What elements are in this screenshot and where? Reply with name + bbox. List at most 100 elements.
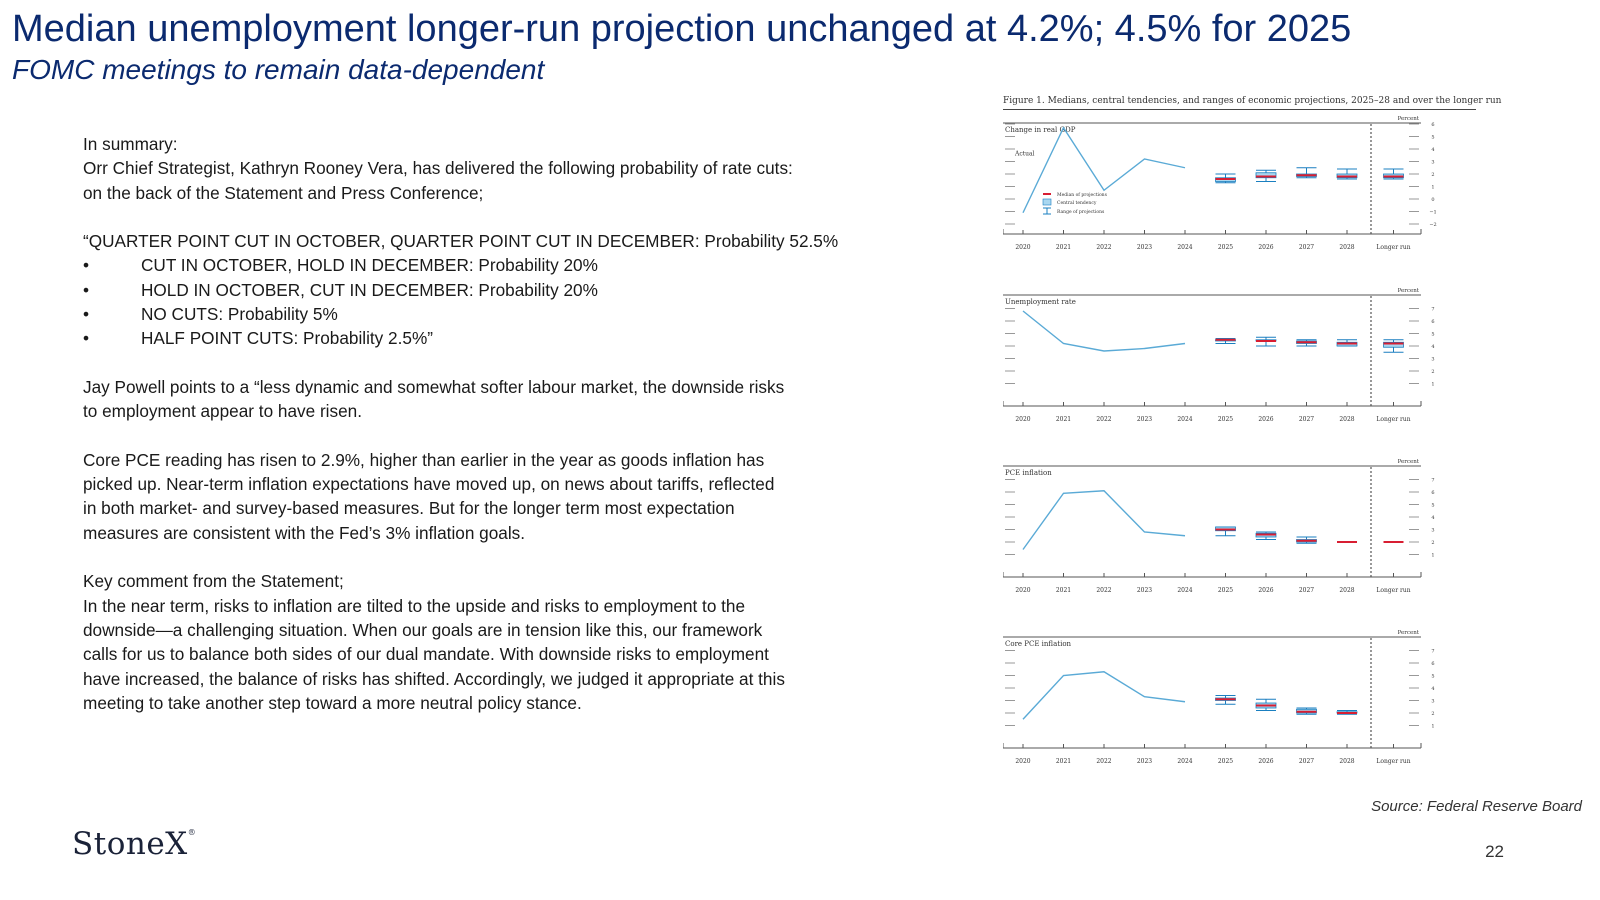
legend-label: Median of projections <box>1057 192 1108 198</box>
legend-label: Range of projections <box>1057 209 1105 215</box>
x-tick-label: 2023 <box>1137 416 1152 423</box>
actual-series-line <box>1022 310 1186 352</box>
y-tick-label: 5 <box>1431 332 1434 338</box>
y-tick-label: 7 <box>1431 478 1434 484</box>
x-tick-label: 2026 <box>1258 244 1273 251</box>
projection-2027 <box>1296 167 1317 179</box>
y-tick-label: 7 <box>1431 649 1434 655</box>
x-tick-label: 2024 <box>1177 758 1192 765</box>
y-tick-label: 1 <box>1431 724 1434 730</box>
logo-text: StoneX <box>72 826 188 862</box>
bullet-text: NO CUTS: Probability 5% <box>141 304 338 325</box>
x-tick-label: 2025 <box>1218 587 1233 594</box>
projection-2027 <box>1296 536 1317 544</box>
statement-line: downside—a challenging situation. When o… <box>83 619 763 640</box>
statement-line: In the near term, risks to inflation are… <box>83 595 746 616</box>
projection-Longer run <box>1383 168 1404 180</box>
chart-panel-2: PCE inflation Percent 1 2 3 4 5 6 7 2020 2021 2022 2… <box>1003 459 1435 594</box>
chart-panel-3: Core PCE inflation Percent 1 2 3 4 5 6 7 2020 2021… <box>1003 630 1435 765</box>
projection-2025 <box>1215 338 1236 344</box>
x-tick-label: 2023 <box>1137 587 1152 594</box>
y-tick-label: 4 <box>1431 686 1434 692</box>
x-tick-label: 2026 <box>1258 758 1273 765</box>
x-tick-label: 2020 <box>1015 416 1030 423</box>
bullet-item: • NO CUTS: Probability 5% <box>83 302 883 326</box>
x-tick-label: 2020 <box>1015 244 1030 251</box>
summary-line: on the back of the Statement and Press C… <box>83 182 484 203</box>
source-note: Source: Federal Reserve Board <box>1371 798 1582 815</box>
projection-2025 <box>1215 526 1236 537</box>
y-tick-label: 4 <box>1431 344 1434 350</box>
bullet-symbol: • <box>83 255 90 276</box>
x-tick-label: 2021 <box>1056 587 1071 594</box>
x-tick-label: 2021 <box>1056 416 1071 423</box>
actual-series-line <box>1022 671 1186 720</box>
y-tick-label: 7 <box>1431 307 1434 313</box>
page-number: 22 <box>1485 842 1504 861</box>
x-tick-label: 2027 <box>1299 244 1314 251</box>
actual-series-line <box>1022 126 1186 214</box>
x-tick-label: 2020 <box>1015 758 1030 765</box>
central-tendency-box <box>1255 172 1277 179</box>
y-tick-label: 2 <box>1431 172 1434 178</box>
statement-line: calls for us to balance both sides of ou… <box>83 644 769 665</box>
central-tendency-box <box>1383 341 1404 348</box>
y-tick-label: 6 <box>1431 319 1434 325</box>
chart-panel-0: Change in real GDP Percent −2 −1 0 1 2 3 4 5 6 2020… <box>1003 116 1437 251</box>
summary-text-block: In summary: Orr Chief Strategist, Kathry… <box>83 132 883 715</box>
statement-heading: Key comment from the Statement; <box>83 571 344 592</box>
y-tick-label: 0 <box>1431 197 1434 203</box>
x-tick-label: 2025 <box>1218 758 1233 765</box>
panel-title: Change in real GDP <box>1005 126 1076 134</box>
projection-2026 <box>1255 336 1277 347</box>
summary-line: Orr Chief Strategist, Kathryn Rooney Ver… <box>83 158 793 179</box>
x-tick-label: 2026 <box>1258 416 1273 423</box>
x-tick-label: 2022 <box>1096 244 1111 251</box>
pce-line: in both market- and survey-based measure… <box>83 498 735 519</box>
y-tick-label: 3 <box>1431 160 1434 166</box>
x-tick-label: 2022 <box>1096 758 1111 765</box>
y-tick-label: 2 <box>1431 540 1434 546</box>
y-tick-label: 5 <box>1431 674 1434 680</box>
unit-label: Percent <box>1398 459 1420 465</box>
projection-2025 <box>1215 173 1236 184</box>
x-tick-label: 2024 <box>1177 416 1192 423</box>
projection-2027 <box>1296 339 1317 347</box>
bullet-text: HOLD IN OCTOBER, CUT IN DECEMBER: Probab… <box>141 279 598 300</box>
y-tick-label: 6 <box>1431 490 1434 496</box>
y-tick-label: 1 <box>1431 382 1434 388</box>
slide-subtitle: FOMC meetings to remain data-dependent <box>12 54 545 85</box>
pce-line: picked up. Near-term inflation expectati… <box>83 474 775 495</box>
x-tick-label: 2026 <box>1258 587 1273 594</box>
y-tick-label: 6 <box>1431 122 1434 128</box>
x-tick-label: 2028 <box>1339 416 1354 423</box>
y-tick-label: 5 <box>1431 135 1434 141</box>
projection-2025 <box>1215 695 1236 705</box>
registered-mark: ® <box>187 828 197 837</box>
x-tick-label: 2025 <box>1218 244 1233 251</box>
powell-line: to employment appear to have risen. <box>83 401 362 422</box>
pce-line: measures are consistent with the Fed’s 3… <box>83 522 526 543</box>
bullet-symbol: • <box>83 328 90 349</box>
bullet-item: • HOLD IN OCTOBER, CUT IN DECEMBER: Proba… <box>83 278 883 302</box>
unit-label: Percent <box>1398 116 1420 122</box>
panel-title: Unemployment rate <box>1005 298 1076 306</box>
y-tick-label: 3 <box>1431 528 1434 534</box>
sep-charts-figure: Change in real GDP Percent −2 −1 0 1 2 3 4 5 6 2020… <box>1003 116 1437 765</box>
y-tick-label: 1 <box>1431 553 1434 559</box>
y-tick-label: −2 <box>1429 222 1436 228</box>
y-tick-label: 5 <box>1431 503 1434 509</box>
x-tick-label: 2020 <box>1015 587 1030 594</box>
projection-2026 <box>1255 169 1277 182</box>
bullet-item: • CUT IN OCTOBER, HOLD IN DECEMBER: Proba… <box>83 253 883 277</box>
x-tick-label: 2027 <box>1299 758 1314 765</box>
projection-2028 <box>1336 339 1358 347</box>
x-tick-label: Longer run <box>1376 416 1410 423</box>
projection-2027 <box>1296 707 1317 715</box>
legend-label: Central tendency <box>1057 200 1097 206</box>
bullet-symbol: • <box>83 279 90 300</box>
bullet-text: HALF POINT CUTS: Probability 2.5%” <box>141 328 433 349</box>
chart-panel-1: Unemployment rate Percent 1 2 3 4 5 6 7 2020 2021 2… <box>1003 288 1435 423</box>
x-tick-label: 2028 <box>1339 244 1354 251</box>
x-tick-label: 2024 <box>1177 587 1192 594</box>
